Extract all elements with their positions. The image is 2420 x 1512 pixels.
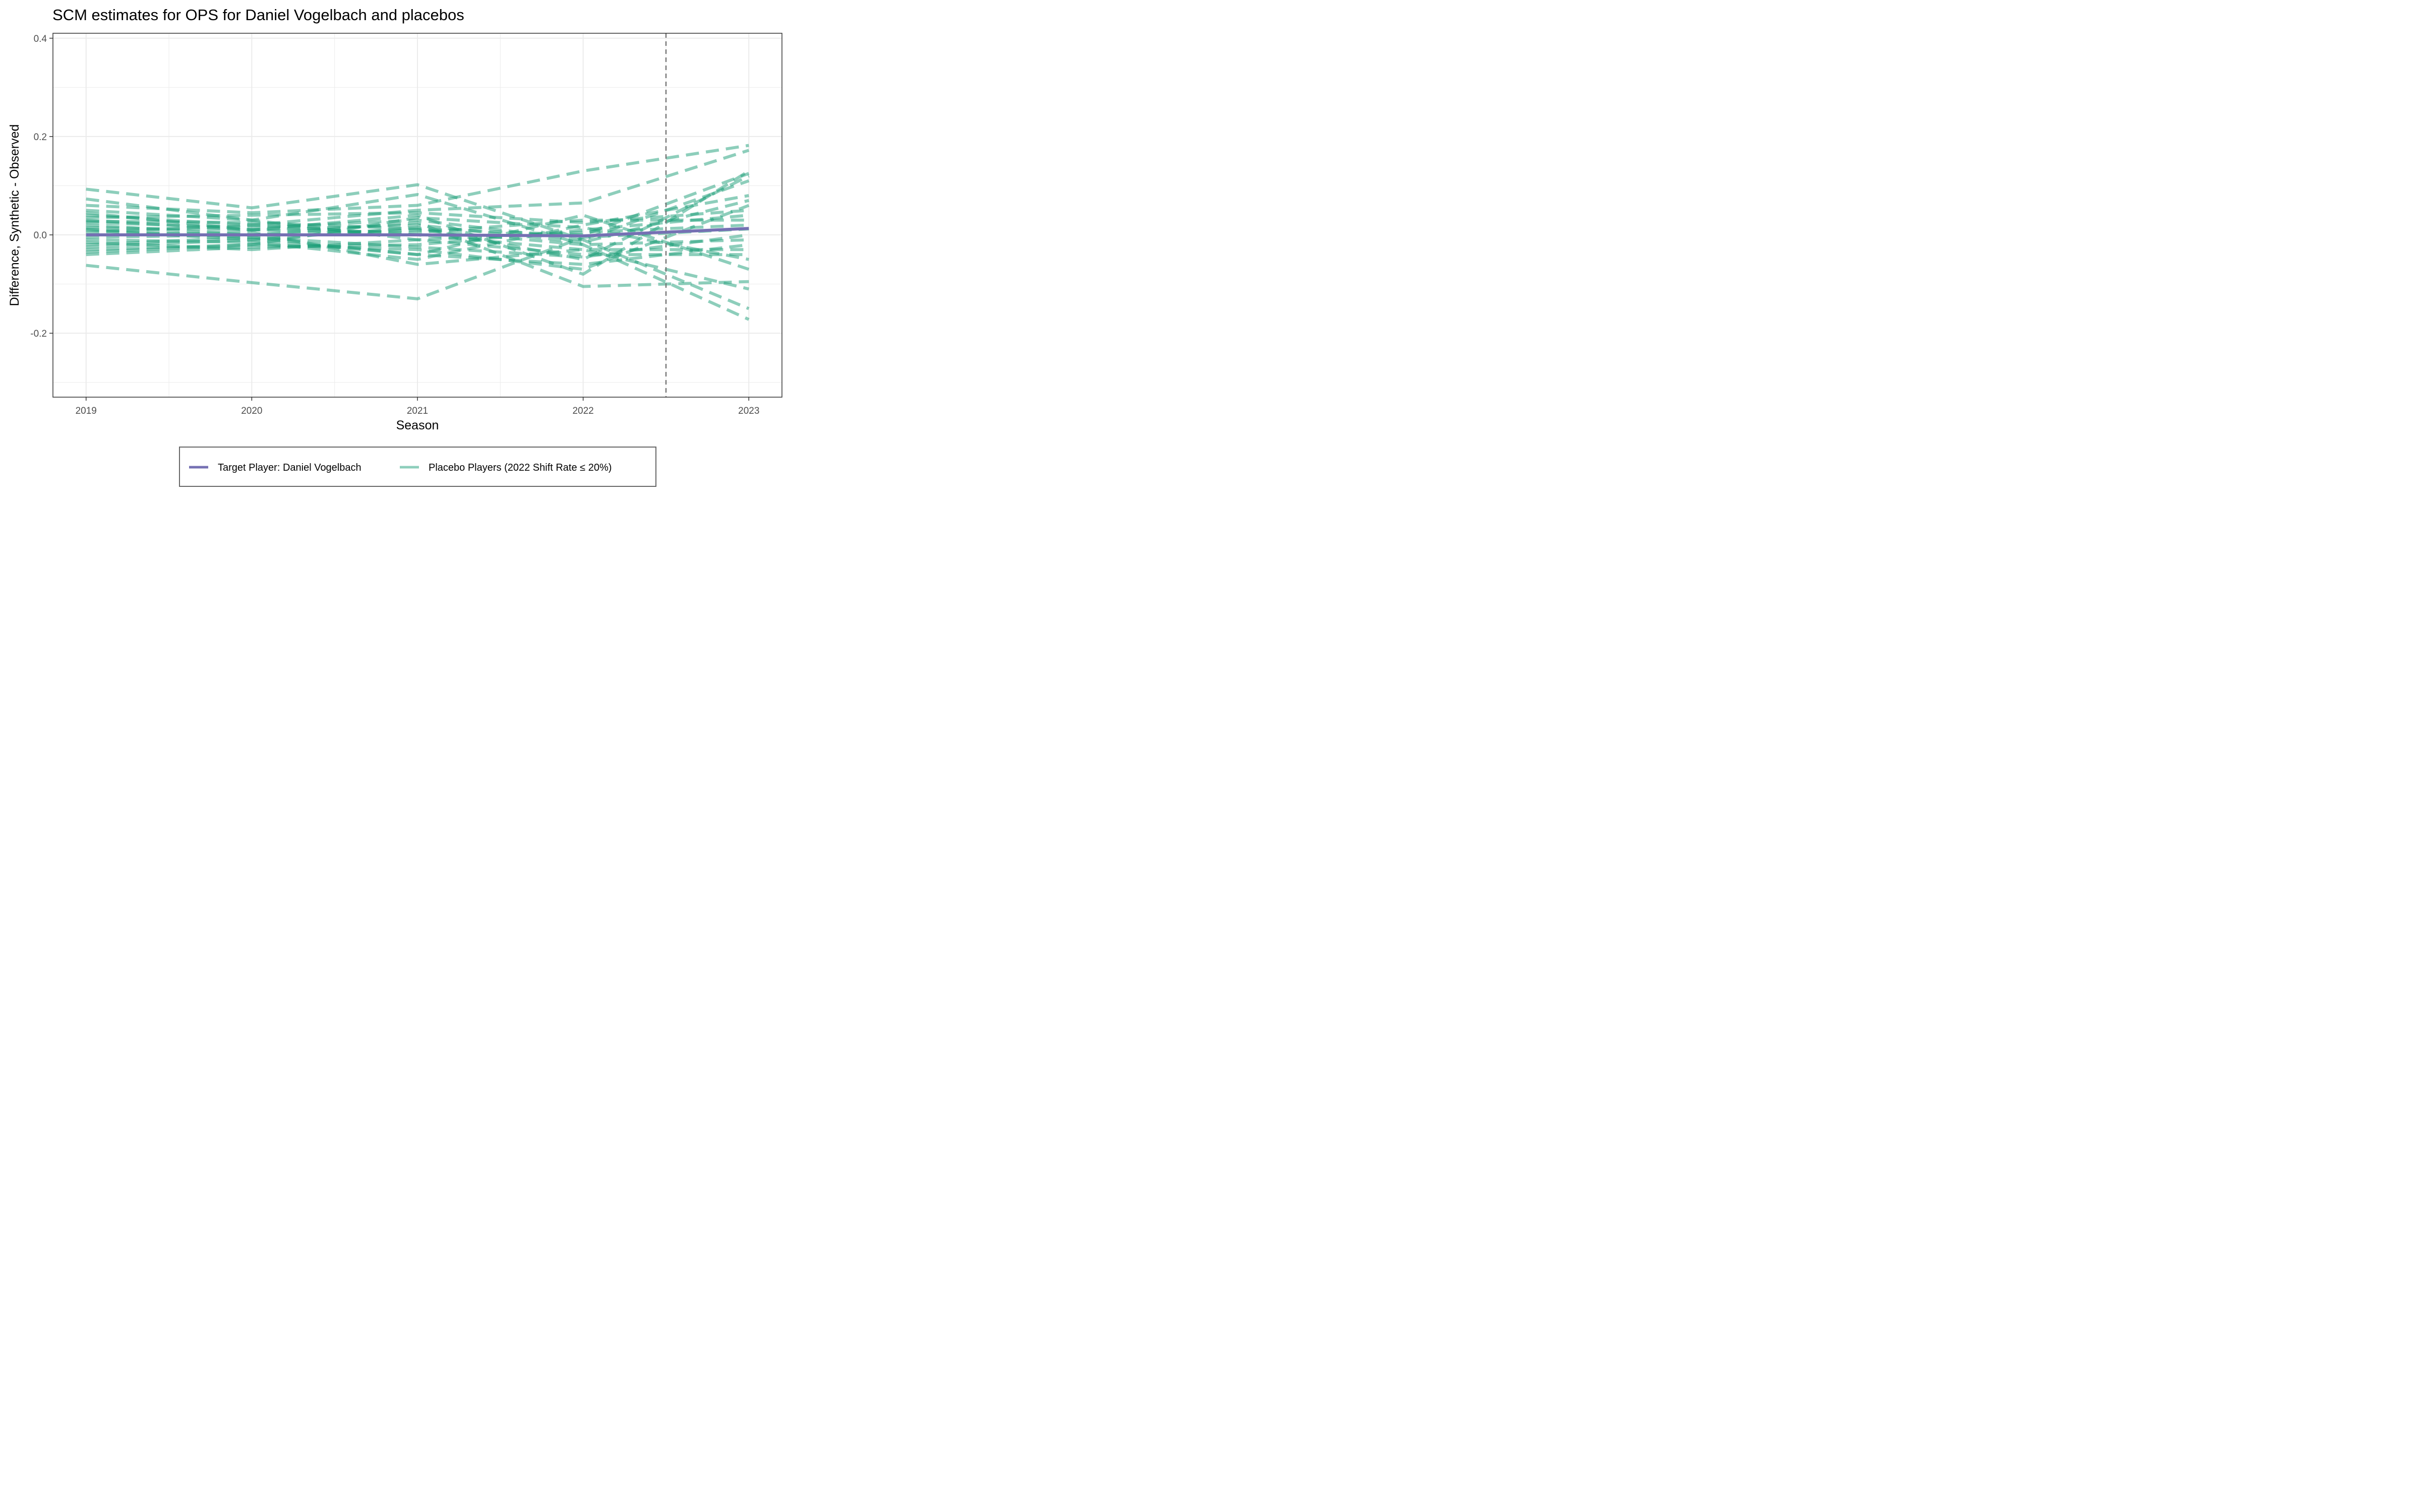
x-axis: 2019 2020 2021 2022 2023 xyxy=(76,397,759,416)
placebo-line xyxy=(86,179,750,241)
placebo-line xyxy=(86,199,750,244)
chart-svg: SCM estimates for OPS for Daniel Vogelba… xyxy=(8,6,782,487)
x-tick-label: 2023 xyxy=(738,406,759,416)
x-tick-label: 2022 xyxy=(572,406,593,416)
target-line xyxy=(86,227,749,237)
target-line-layer xyxy=(86,227,749,237)
x-tick-label: 2019 xyxy=(76,406,97,416)
placebo-line xyxy=(86,216,749,261)
placebo-line xyxy=(86,209,749,224)
y-axis: 0.4 0.2 0.0 -0.2 xyxy=(30,34,53,339)
y-tick-label: 0.2 xyxy=(34,132,47,143)
y-tick-label: 0.0 xyxy=(34,230,47,241)
x-axis-label: Season xyxy=(396,418,439,432)
legend-label-target: Target Player: Daniel Vogelbach xyxy=(218,462,361,473)
placebo-line xyxy=(86,144,749,215)
placebo-line xyxy=(86,214,749,257)
chart-title: SCM estimates for OPS for Daniel Vogelba… xyxy=(52,6,464,24)
y-axis-label: Difference, Synthetic - Observed xyxy=(8,124,22,306)
placebo-line xyxy=(86,238,749,266)
y-tick-label: -0.2 xyxy=(30,329,47,339)
x-tick-label: 2021 xyxy=(407,406,428,416)
legend: Target Player: Daniel Vogelbach Placebo … xyxy=(179,447,656,487)
placebo-line xyxy=(86,221,749,288)
legend-label-placebo: Placebo Players (2022 Shift Rate ≤ 20%) xyxy=(429,462,612,473)
placebo-line xyxy=(86,172,750,236)
y-tick-label: 0.4 xyxy=(34,34,47,44)
placebo-line xyxy=(86,193,750,321)
chart-root: SCM estimates for OPS for Daniel Vogelba… xyxy=(0,0,791,494)
x-tick-label: 2020 xyxy=(241,406,262,416)
